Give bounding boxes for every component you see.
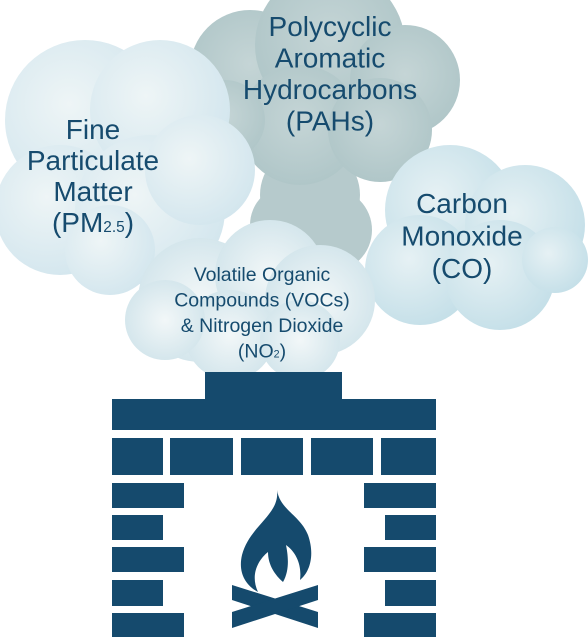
label-segment: Monoxide (401, 221, 522, 252)
cloud-label-line: Monoxide (401, 221, 522, 252)
cloud-label-line: Hydrocarbons (243, 74, 417, 105)
label-segment: ) (125, 207, 134, 238)
fireplace (112, 372, 436, 637)
label-segment: (PAHs) (286, 106, 374, 137)
label-segment: & Nitrogen Dioxide (181, 315, 344, 337)
label-segment: Fine (66, 114, 120, 145)
label-segment: Carbon (416, 188, 508, 219)
cloud-label-line: Compounds (VOCs) (174, 290, 350, 312)
cloud-label-line: Matter (53, 176, 132, 207)
label-segment: Particulate (27, 145, 159, 176)
cloud-label-line: (CO) (432, 253, 493, 284)
cloud-label-line: (NO2) (238, 341, 286, 363)
label-segment: (PM (52, 207, 103, 238)
cloud-label-line: Particulate (27, 145, 159, 176)
label-segment: Compounds (VOCs) (174, 290, 350, 312)
cloud-label-line: Carbon (416, 188, 508, 219)
label-segment: Matter (53, 176, 132, 207)
cloud-label-line: Volatile Organic (194, 264, 331, 286)
cloud-label-line: (PAHs) (286, 106, 374, 137)
subscript: 2.5 (103, 219, 124, 236)
infographic: PolycyclicAromaticHydrocarbons(PAHs) Fine… (0, 0, 588, 637)
label-segment: Hydrocarbons (243, 74, 417, 105)
label-segment: Polycyclic (269, 11, 392, 42)
cloud-label-line: Polycyclic (269, 11, 392, 42)
cloud-label-line: Aromatic (275, 43, 385, 74)
label-segment: ) (280, 341, 287, 363)
cloud-label-line: & Nitrogen Dioxide (181, 315, 344, 337)
cloud-label-line: Fine (66, 114, 120, 145)
label-segment: Aromatic (275, 43, 385, 74)
label-segment: Volatile Organic (194, 264, 331, 286)
label-segment: (CO) (432, 253, 493, 284)
label-segment: (NO (238, 341, 274, 363)
